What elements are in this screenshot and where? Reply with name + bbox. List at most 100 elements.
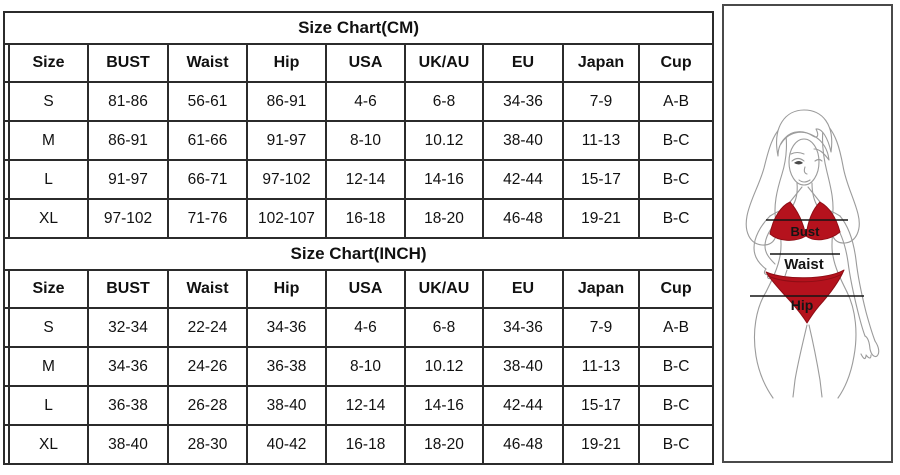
bikini-top [769,201,841,241]
table-title-row: Size Chart(CM) [2,11,715,45]
leg-lines [753,291,857,399]
spacer-cell [3,307,10,348]
column-header: Hip [246,43,327,83]
value-cell: 86-91 [87,120,169,161]
column-header: Size [8,269,89,309]
value-cell: 11-13 [562,346,640,387]
size-chart-tbody: Size Chart(CM) Size BUST Waist Hip USA UK/AU EU… [2,11,715,465]
value-cell: 36-38 [87,385,169,426]
value-cell: 40-42 [246,424,327,465]
value-cell: 7-9 [562,307,640,348]
size-label-cell: XL [8,198,89,239]
value-cell: 38-40 [246,385,327,426]
spacer-cell [3,120,10,161]
value-cell: 34-36 [482,307,564,348]
value-cell: 26-28 [167,385,248,426]
column-header: EU [482,43,564,83]
value-cell: 18-20 [404,198,484,239]
spacer-cell [3,81,10,122]
bikini-straps [789,186,821,203]
waist-label: Waist [784,256,823,273]
value-cell: 11-13 [562,120,640,161]
column-header: Cup [637,43,715,83]
value-cell: 4-6 [325,307,406,348]
size-label-cell: L [8,385,89,426]
value-cell: 12-14 [325,385,406,426]
value-cell: 12-14 [325,159,406,200]
value-cell: B-C [637,159,715,200]
spacer-cell [3,424,10,465]
hair-left-icon [745,123,787,246]
value-cell: 6-8 [404,81,484,122]
right-hand [860,335,880,360]
bust-label: Bust [791,224,821,239]
column-header: BUST [87,269,169,309]
column-header: Size [8,43,89,83]
value-cell: 91-97 [246,120,327,161]
value-cell: 38-40 [482,346,564,387]
value-cell: 102-107 [246,198,327,239]
value-cell: 22-24 [167,307,248,348]
column-header: Waist [167,43,248,83]
value-cell: 97-102 [87,198,169,239]
table-title-row: Size Chart(INCH) [2,237,715,271]
value-cell: 16-18 [325,424,406,465]
hip-label: Hip [791,297,814,313]
table-row: L 36-38 26-28 38-40 12-14 14-16 42-44 15-17 B-C [3,385,715,426]
value-cell: 42-44 [482,159,564,200]
value-cell: 19-21 [562,424,640,465]
table-header-row: Size BUST Waist Hip USA UK/AU EU Japan Cup [3,43,715,83]
value-cell: 38-40 [87,424,169,465]
spacer-cell [3,198,10,239]
value-cell: A-B [637,81,715,122]
value-cell: 46-48 [482,198,564,239]
table-header-row: Size BUST Waist Hip USA UK/AU EU Japan Cup [3,269,715,309]
value-cell: 8-10 [325,346,406,387]
value-cell: 61-66 [167,120,248,161]
value-cell: 24-26 [167,346,248,387]
value-cell: 28-30 [167,424,248,465]
size-chart-table: Size Chart(CM) Size BUST Waist Hip USA UK/AU EU… [2,11,715,465]
value-cell: 66-71 [167,159,248,200]
value-cell: 97-102 [246,159,327,200]
size-label-cell: L [8,159,89,200]
table-row: M 86-91 61-66 91-97 8-10 10.12 38-40 11-13 B-C [3,120,715,161]
value-cell: 32-34 [87,307,169,348]
value-cell: 42-44 [482,385,564,426]
size-label-cell: M [8,120,89,161]
value-cell: 46-48 [482,424,564,465]
value-cell: B-C [637,424,715,465]
value-cell: 86-91 [246,81,327,122]
value-cell: 36-38 [246,346,327,387]
spacer-cell [3,43,10,83]
column-header: Waist [167,269,248,309]
fringe-line [780,131,830,161]
hair-right-icon [822,121,860,244]
table-row: XL 38-40 28-30 40-42 16-18 18-20 46-48 19-21 B-C [3,424,715,465]
value-cell: 34-36 [87,346,169,387]
spacer-cell [3,385,10,426]
table-row: M 34-36 24-26 36-38 8-10 10.12 38-40 11-13 B-C [3,346,715,387]
size-label-cell: M [8,346,89,387]
value-cell: B-C [637,385,715,426]
value-cell: 91-97 [87,159,169,200]
column-header: Hip [246,269,327,309]
value-cell: 4-6 [325,81,406,122]
value-cell: 18-20 [404,424,484,465]
column-header: UK/AU [404,269,484,309]
value-cell: 19-21 [562,198,640,239]
column-header: UK/AU [404,43,484,83]
value-cell: 81-86 [87,81,169,122]
spacer-cell [3,159,10,200]
spacer-cell [3,269,10,309]
face-features [790,151,823,183]
value-cell: B-C [637,120,715,161]
value-cell: 7-9 [562,81,640,122]
value-cell: 14-16 [404,159,484,200]
left-eye-icon [794,161,803,165]
column-header: Cup [637,269,715,309]
table-row: S 32-34 22-24 34-36 4-6 6-8 34-36 7-9 A-B [3,307,715,348]
table-row: L 91-97 66-71 97-102 12-14 14-16 42-44 15-17 B-C [3,159,715,200]
column-header: USA [325,43,406,83]
